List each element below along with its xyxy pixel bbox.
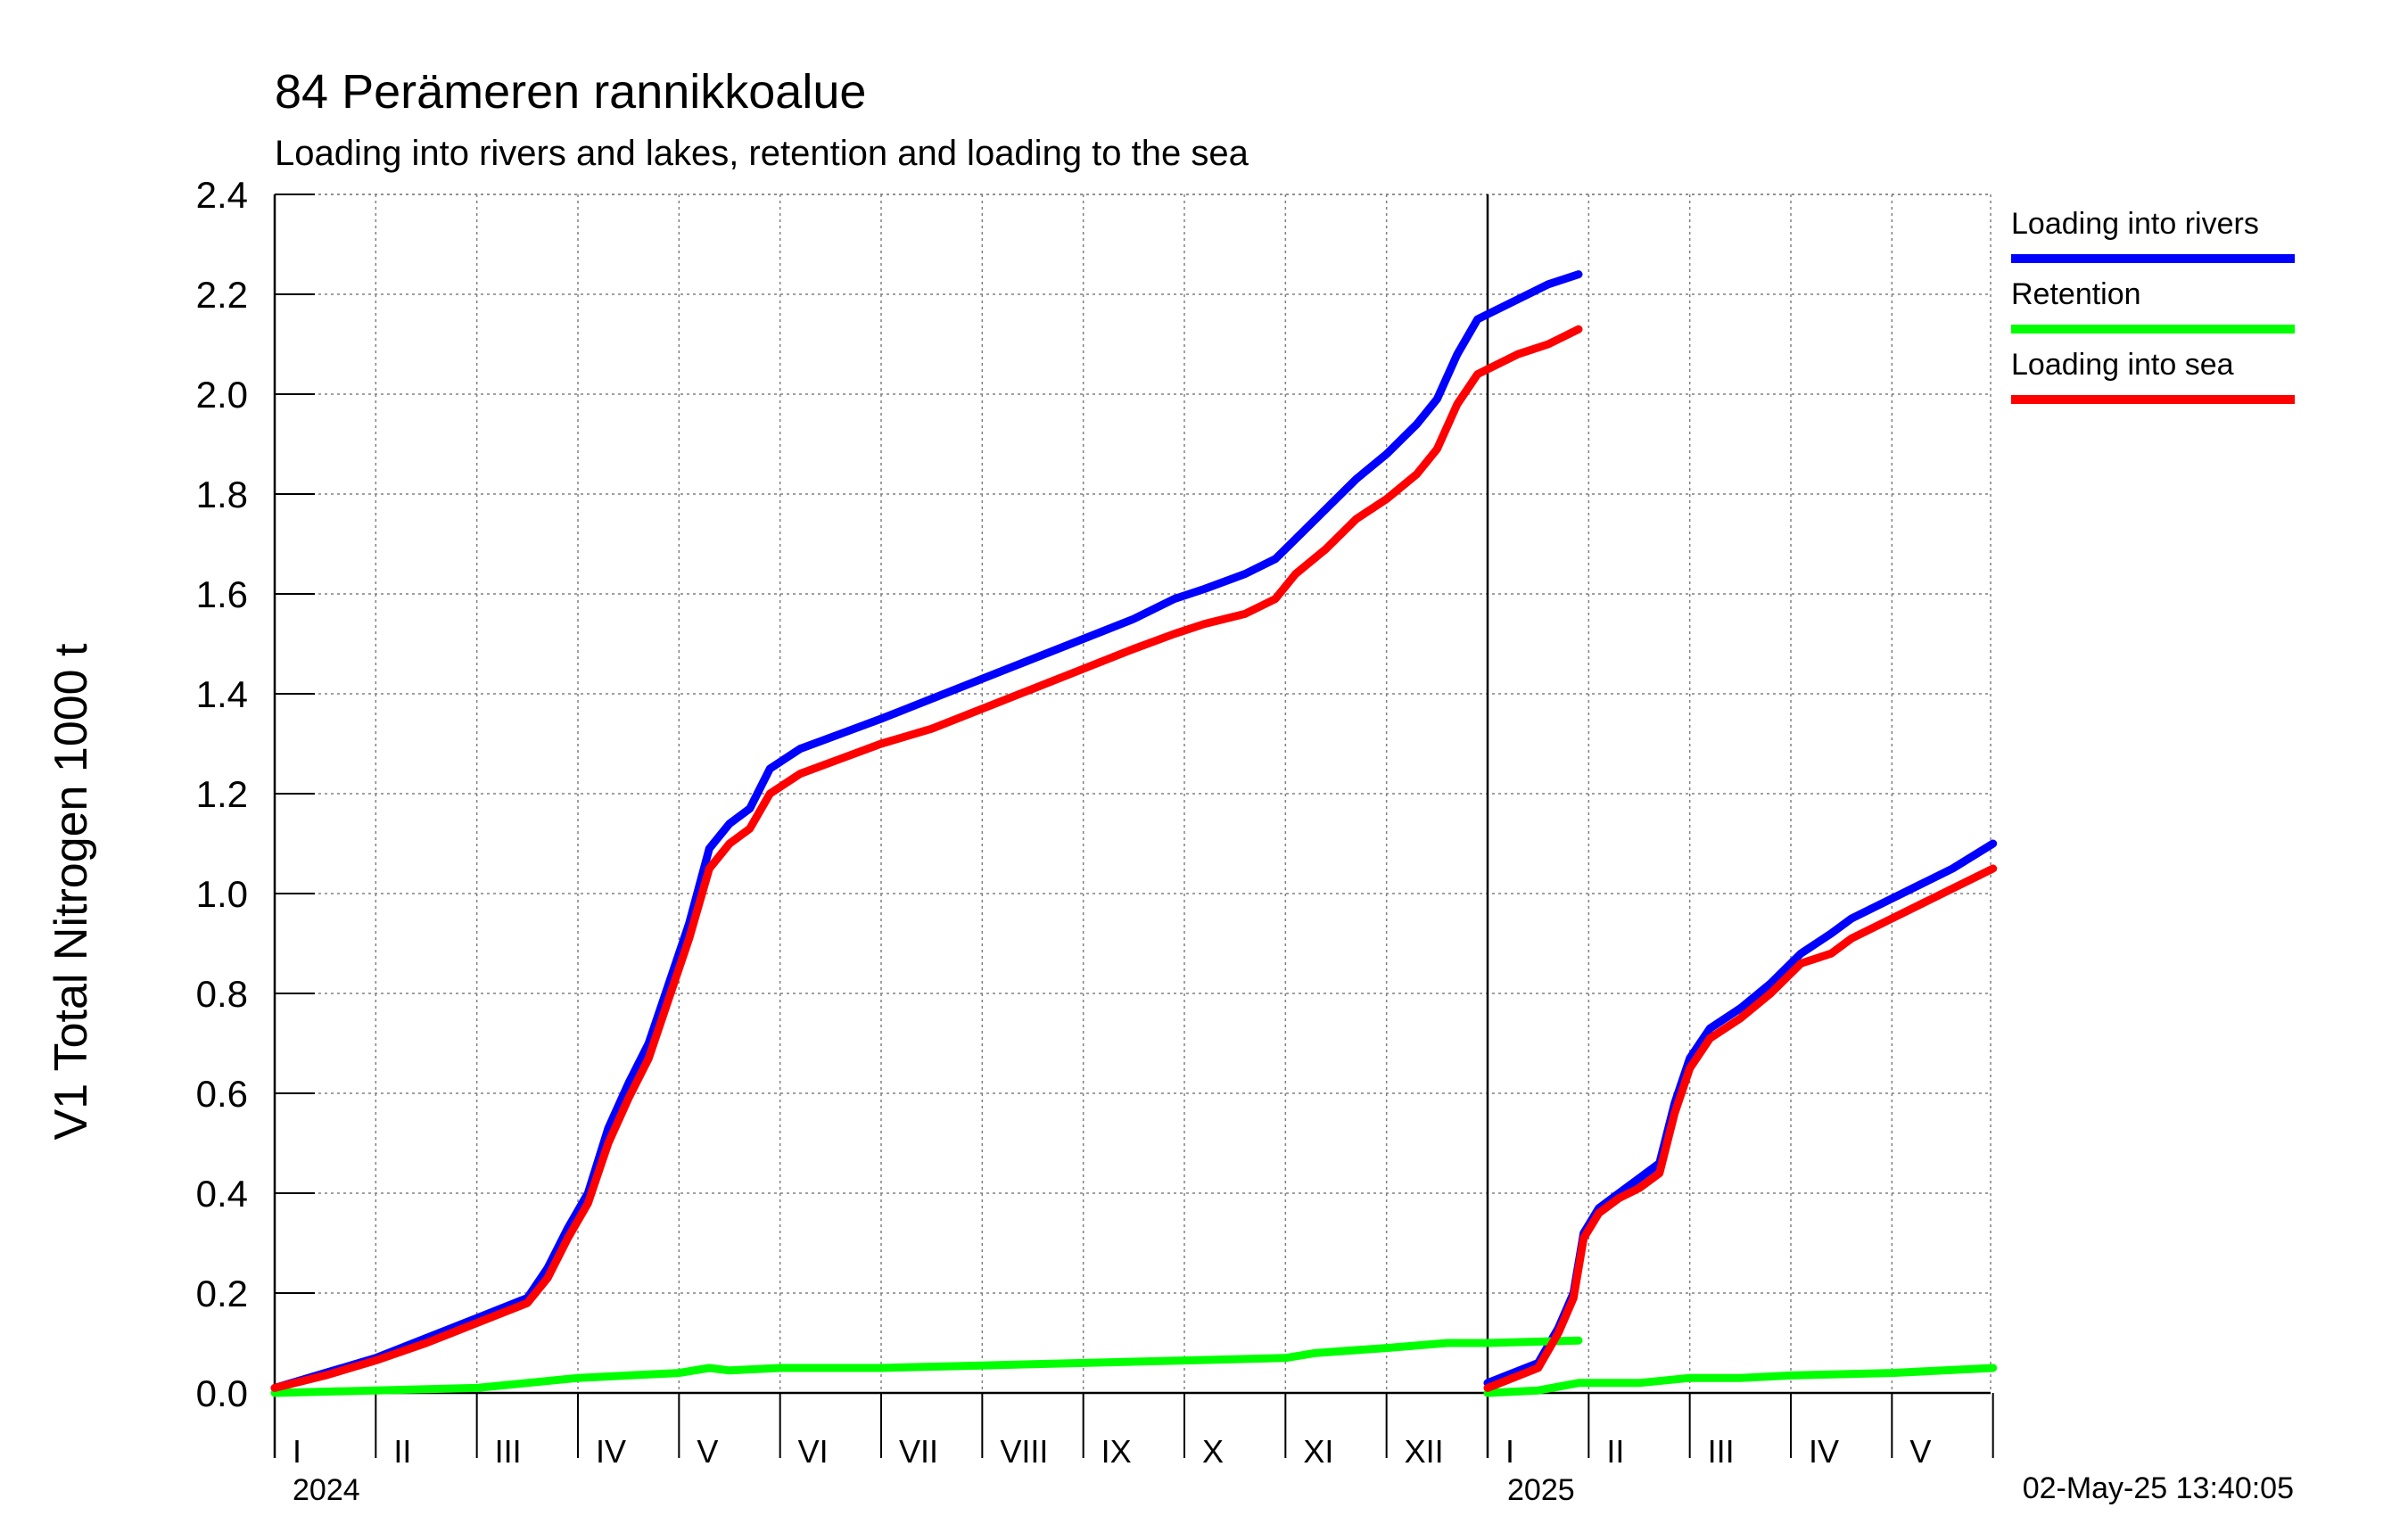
y-tick-label: 2.0 — [196, 374, 248, 416]
x-tick-label: III — [1708, 1433, 1735, 1470]
legend-label: Loading into rivers — [2011, 207, 2259, 241]
year-label-2025: 2025 — [1507, 1473, 1575, 1507]
series-line-loading-into-rivers — [270, 270, 1583, 1392]
x-tick-label: I — [1505, 1433, 1514, 1470]
y-tick-label: 2.2 — [196, 274, 248, 316]
legend-item-loading-into-rivers: Loading into rivers — [2011, 207, 2297, 263]
x-tick-label: XI — [1303, 1433, 1333, 1470]
x-tick-label: II — [1606, 1433, 1624, 1470]
series-lines — [270, 270, 1998, 1397]
legend-swatch — [2011, 254, 2295, 263]
legend-label: Retention — [2011, 277, 2141, 311]
x-tick-label: I — [293, 1433, 301, 1470]
y-tick-label: 0.0 — [196, 1372, 248, 1414]
y-tick-label: 1.6 — [196, 573, 248, 615]
series-line-loading-into-sea — [270, 325, 1583, 1392]
axes — [273, 194, 1994, 1458]
x-tick-label: III — [495, 1433, 522, 1470]
y-tick-label: 2.4 — [196, 174, 248, 216]
x-tick-label: VIII — [1000, 1433, 1048, 1470]
x-tick-label: X — [1202, 1433, 1224, 1470]
y-tick-label: 0.4 — [196, 1173, 248, 1215]
x-tick-label: V — [1909, 1433, 1931, 1470]
year-label-2024: 2024 — [293, 1473, 360, 1507]
legend-item-retention: Retention — [2011, 277, 2297, 334]
series-line-retention — [270, 1336, 1583, 1397]
x-tick-label: IV — [596, 1433, 626, 1470]
x-tick-label: VI — [798, 1433, 829, 1470]
x-tick-label: V — [697, 1433, 718, 1470]
y-tick-label: 1.0 — [196, 873, 248, 915]
y-tick-label: 1.2 — [196, 773, 248, 815]
y-tick-label: 1.4 — [196, 673, 248, 715]
chart-title: 84 Perämeren rannikkoalue — [275, 65, 867, 119]
grid-lines — [275, 194, 1992, 1394]
x-tick-label: IV — [1809, 1433, 1839, 1470]
legend-swatch — [2011, 395, 2295, 404]
series-line-loading-into-rivers — [1483, 839, 1998, 1388]
legend-swatch — [2011, 325, 2295, 334]
series-line-retention — [1483, 1364, 1998, 1397]
x-tick-label: XII — [1405, 1433, 1444, 1470]
x-tick-label: IX — [1101, 1433, 1132, 1470]
timestamp: 02-May-25 13:40:05 — [2022, 1471, 2294, 1505]
x-tick-label: VII — [899, 1433, 938, 1470]
y-tick-label: 0.8 — [196, 973, 248, 1015]
y-tick-label: 0.6 — [196, 1073, 248, 1115]
y-tick-label: 0.2 — [196, 1273, 248, 1314]
tick-labels: 0.0 0.2 0.4 0.6 0.8 1.0 1.2 1.4 1.6 1.8 2.0 2.2 2.4 I… — [196, 174, 1932, 1470]
x-tick-label: II — [393, 1433, 411, 1470]
y-tick-label: 1.8 — [196, 474, 248, 515]
legend-label: Loading into sea — [2011, 348, 2234, 382]
series-line-loading-into-sea — [1483, 864, 1998, 1392]
legend-item-loading-into-sea: Loading into sea — [2011, 348, 2297, 404]
chart-subtitle: Loading into rivers and lakes, retention… — [275, 134, 1249, 173]
